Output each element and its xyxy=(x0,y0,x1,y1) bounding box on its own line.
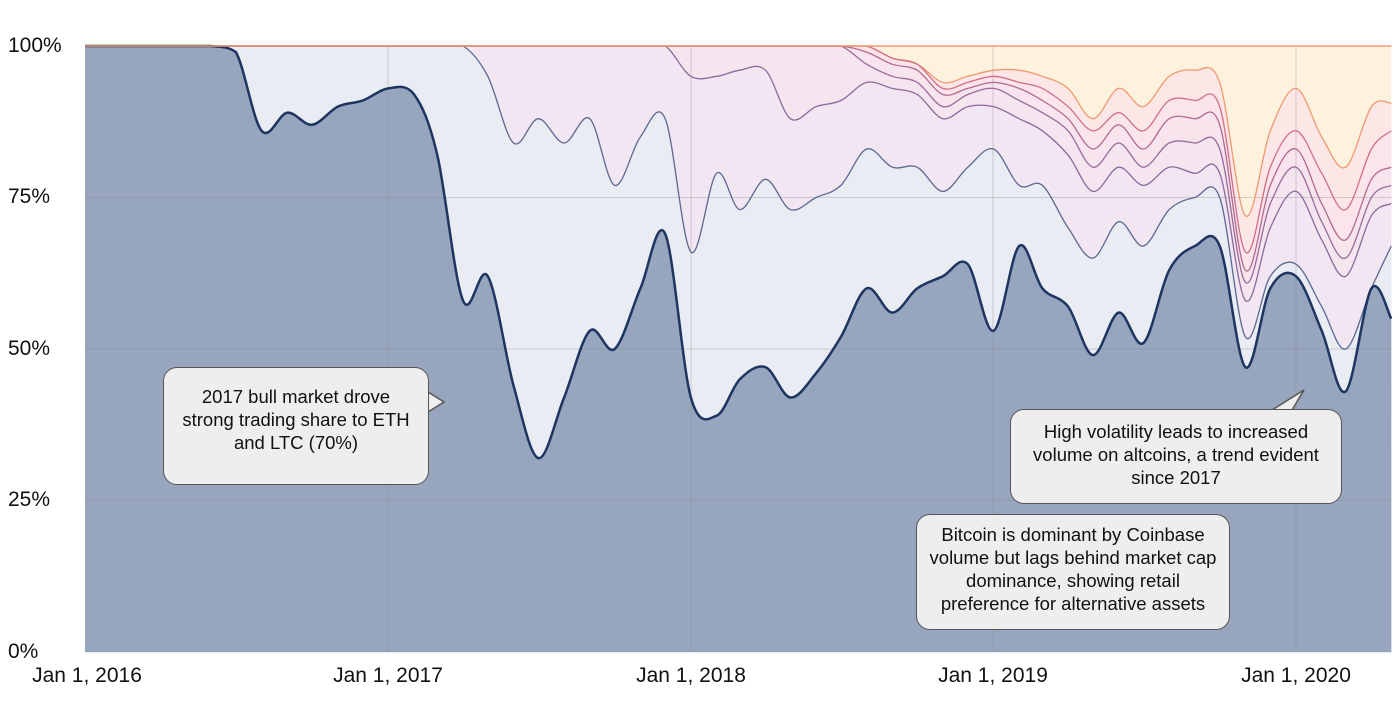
x-tick-2017: Jan 1, 2017 xyxy=(333,664,443,687)
annotation-bitcoin-dominance: Bitcoin is dominant by Coinbase volume b… xyxy=(916,514,1230,630)
x-tick-2016: Jan 1, 2016 xyxy=(32,664,142,687)
y-tick-100: 100% xyxy=(8,34,62,57)
y-tick-50: 50% xyxy=(8,337,51,360)
y-tick-0: 0% xyxy=(8,640,39,663)
x-tick-2018: Jan 1, 2018 xyxy=(636,664,746,687)
x-tick-2020: Jan 1, 2020 xyxy=(1241,664,1351,687)
y-tick-25: 25% xyxy=(8,488,51,511)
callout-pointer-volatility xyxy=(1271,389,1305,411)
series-line-0 xyxy=(85,44,1393,460)
y-tick-75: 75% xyxy=(8,185,51,208)
annotation-high-volatility: High volatility leads to increased volum… xyxy=(1010,409,1342,504)
annotation-bull-market: 2017 bull market drove strong trading sh… xyxy=(163,367,429,485)
x-tick-2019: Jan 1, 2019 xyxy=(938,664,1048,687)
callout-pointer-bull xyxy=(427,391,446,413)
